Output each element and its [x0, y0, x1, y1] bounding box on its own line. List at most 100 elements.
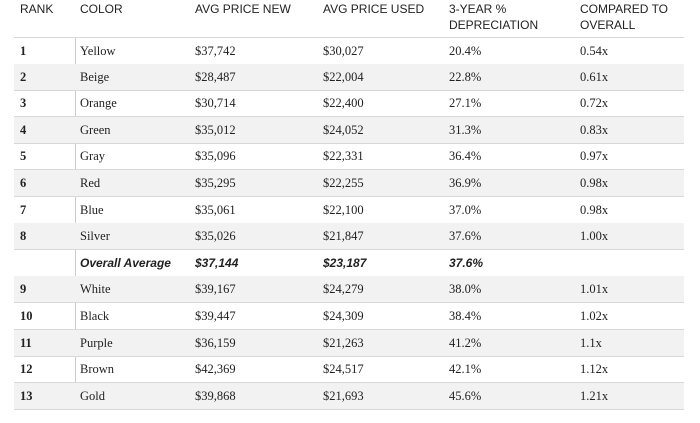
table-cell: 38.0%: [449, 282, 482, 297]
table-cell: $24,309: [323, 309, 364, 323]
table-cell: 1.21x: [580, 388, 609, 403]
table-row: 2 Beige $28,487 $22,004 22.8% 0.61x: [14, 63, 684, 91]
rank-cell: 4: [20, 122, 27, 137]
rank-cell: 1: [20, 44, 27, 58]
table-cell: 38.4%: [449, 309, 482, 323]
average-row: Overall Average $37,144 $23,187 37.6%: [14, 250, 684, 277]
table-cell: $39,447: [195, 309, 236, 323]
rank-cell: 10: [20, 309, 33, 323]
rank-cell: 9: [20, 282, 27, 297]
table-cell: $35,012: [195, 122, 236, 137]
table-cell: 0.98x: [580, 202, 609, 217]
table-cell: $37,144: [195, 255, 239, 270]
table-row: 10 Black $39,447 $24,309 38.4% 1.02x: [14, 303, 684, 330]
table-row: 13 Gold $39,868 $21,693 45.6% 1.21x: [14, 382, 684, 410]
column-header: COLOR: [80, 2, 123, 16]
rank-cell: 3: [20, 96, 27, 111]
rank-cell: 11: [20, 335, 32, 350]
table-cell: $24,052: [323, 122, 364, 137]
table-cell: $39,868: [195, 388, 236, 403]
table-cell: $22,331: [323, 149, 364, 164]
table-cell: 1.00x: [580, 229, 609, 244]
table-row: 4 Green $35,012 $24,052 31.3% 0.83x: [14, 116, 684, 144]
table-cell: $21,847: [323, 229, 364, 244]
table-cell: White: [80, 282, 111, 297]
rank-cell: 2: [20, 69, 27, 84]
table-cell: $22,004: [323, 69, 364, 84]
table-row: 3 Orange $30,714 $22,400 27.1% 0.72x: [14, 90, 684, 118]
table-cell: $35,096: [195, 149, 236, 164]
table-cell: 0.97x: [580, 149, 609, 164]
table-cell: 36.9%: [449, 176, 482, 190]
table-cell: 0.83x: [580, 122, 609, 137]
table-cell: 0.72x: [580, 96, 609, 111]
table-row: 6 Red $35,295 $22,255 36.9% 0.98x: [14, 170, 684, 197]
table-cell: $30,027: [323, 44, 364, 58]
rank-cell: 12: [20, 362, 33, 377]
table-cell: $22,100: [323, 202, 364, 217]
table-cell: $36,159: [195, 335, 236, 350]
table-cell: $35,061: [195, 202, 236, 217]
table-cell: 45.6%: [449, 388, 482, 403]
table-row: 5 Gray $35,096 $22,331 36.4% 0.97x: [14, 143, 684, 171]
table-cell: 0.61x: [580, 69, 609, 84]
table-cell: $21,263: [323, 335, 364, 350]
table-cell: $35,295: [195, 176, 236, 190]
rank-cell: 13: [20, 388, 33, 403]
table-cell: 31.3%: [449, 122, 482, 137]
table-cell: $24,279: [323, 282, 364, 297]
table-cell: $42,369: [195, 362, 236, 377]
table-cell: 1.02x: [580, 309, 609, 323]
rank-cell: 6: [20, 176, 27, 190]
table-cell: Gold: [80, 388, 105, 403]
column-header: AVG PRICE NEW: [195, 2, 291, 16]
table-cell: $28,487: [195, 69, 236, 84]
column-header: AVG PRICE USED: [323, 2, 425, 16]
column-divider: [75, 37, 76, 403]
table-cell: Red: [80, 176, 101, 190]
table-cell: 42.1%: [449, 362, 482, 377]
table-cell: 27.1%: [449, 96, 482, 111]
table-row: 11 Purple $36,159 $21,263 41.2% 1.1x: [14, 329, 684, 357]
rank-cell: 5: [20, 149, 27, 164]
table-cell: Gray: [80, 149, 105, 164]
table-row: 8 Silver $35,026 $21,847 37.6% 1.00x: [14, 223, 684, 251]
table-cell: $30,714: [195, 96, 236, 111]
column-header: COMPARED TO OVERALL: [580, 2, 669, 32]
table-cell: 1.1x: [580, 335, 602, 350]
column-header: 3-YEAR % DEPRECIATION: [449, 2, 539, 32]
table-cell: Silver: [80, 229, 110, 244]
table-cell: 20.4%: [449, 44, 482, 58]
table-cell: Green: [80, 122, 111, 137]
table-cell: Black: [80, 309, 110, 323]
table-cell: 0.54x: [580, 44, 609, 58]
table-cell: $39,167: [195, 282, 236, 297]
table-cell: $24,517: [323, 362, 364, 377]
table-cell: Beige: [80, 69, 110, 84]
table-cell: Yellow: [80, 44, 116, 58]
table-cell: $21,693: [323, 388, 364, 403]
table-cell: 37.6%: [449, 255, 484, 270]
table-row: 9 White $39,167 $24,279 38.0% 1.01x: [14, 276, 684, 304]
table-cell: Orange: [80, 96, 117, 111]
table-cell: $23,187: [323, 255, 367, 270]
table-cell: 41.2%: [449, 335, 482, 350]
table-row: 1 Yellow $37,742 $30,027 20.4% 0.54x: [14, 37, 684, 65]
table-row: 12 Brown $42,369 $24,517 42.1% 1.12x: [14, 356, 684, 384]
rank-cell: 7: [20, 202, 27, 217]
table-cell: 36.4%: [449, 149, 482, 164]
table-cell: Brown: [80, 362, 115, 377]
table-cell: 0.98x: [580, 176, 609, 190]
column-header: RANK: [20, 2, 54, 16]
table-row: 7 Blue $35,061 $22,100 37.0% 0.98x: [14, 197, 684, 224]
table-cell: Overall Average: [80, 255, 171, 270]
table-cell: 1.12x: [580, 362, 609, 377]
table-cell: $35,026: [195, 229, 236, 244]
table-cell: 37.6%: [449, 229, 482, 244]
table-cell: 1.01x: [580, 282, 609, 297]
table-cell: Blue: [80, 202, 104, 217]
table-cell: 37.0%: [449, 202, 482, 217]
table-cell: 22.8%: [449, 69, 482, 84]
rank-cell: 8: [20, 229, 27, 244]
